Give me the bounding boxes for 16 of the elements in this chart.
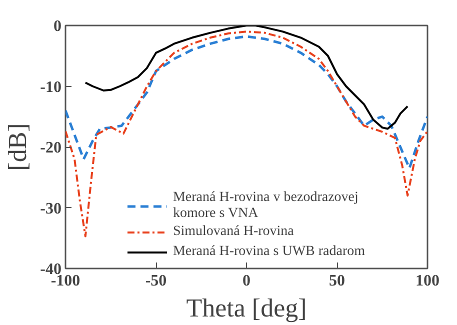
x-tick-label: 50 xyxy=(329,272,345,290)
y-tick-label: 0 xyxy=(54,18,62,35)
x-axis-title: Theta [deg] xyxy=(186,294,307,322)
y-axis-title: [dB] xyxy=(3,123,32,171)
line-series xyxy=(66,35,428,170)
x-tick-label: 100 xyxy=(416,272,440,290)
legend-label: Simulovaná H-rovina xyxy=(172,224,294,240)
x-tick-label: 0 xyxy=(242,272,250,290)
legend-label: Meraná H-rovina s UWB radarom xyxy=(172,244,366,260)
line-series xyxy=(84,26,409,130)
x-tick-label: -50 xyxy=(145,272,167,290)
legend-label: Meraná H-rovina v bezodrazovej komore s VNA xyxy=(172,190,358,222)
line-series xyxy=(66,30,428,238)
y-tick-label: -20 xyxy=(40,140,62,156)
y-tick-label: -10 xyxy=(40,78,62,96)
y-tick-label: -30 xyxy=(40,200,62,218)
